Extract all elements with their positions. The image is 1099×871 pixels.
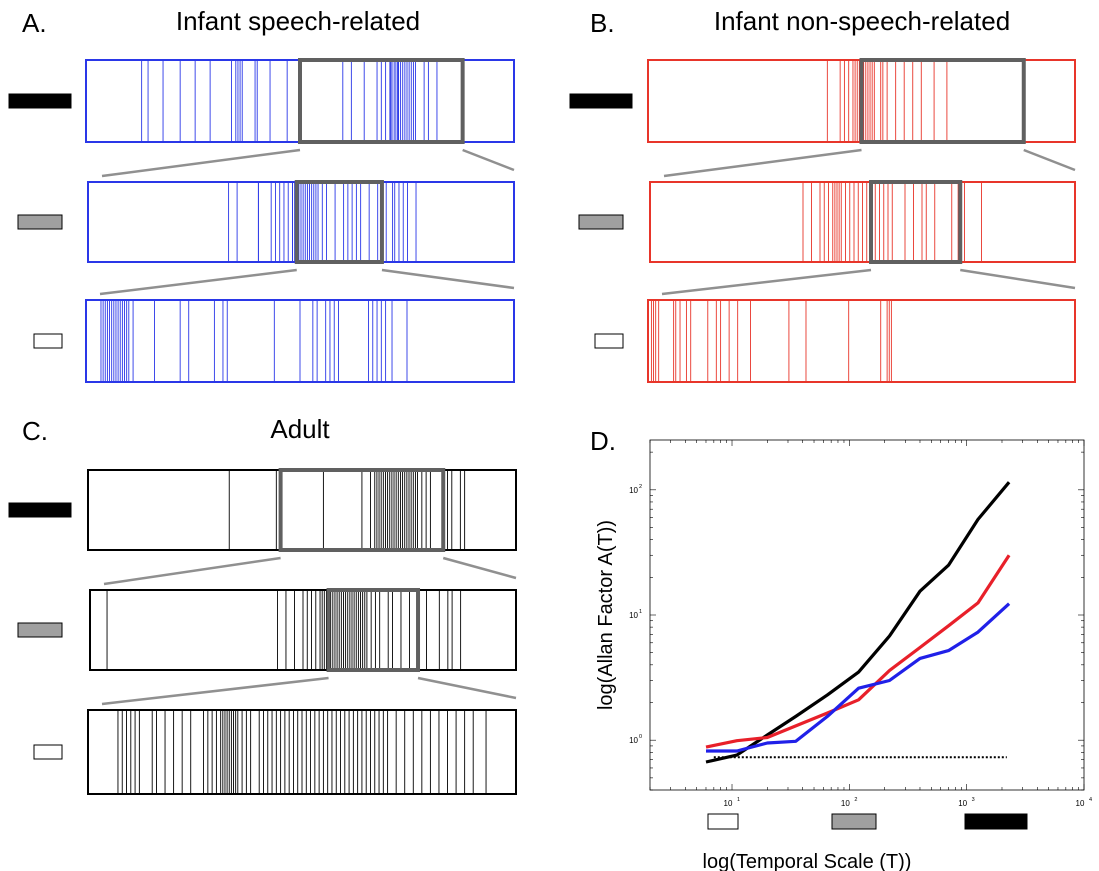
- raster-panels: [8, 58, 1076, 795]
- panel-c-letter: C.: [22, 416, 48, 446]
- series-line-2: [706, 602, 1011, 753]
- panel-c: [8, 468, 517, 795]
- zoom-connector: [442, 556, 517, 580]
- zoom-connector: [381, 268, 515, 290]
- y-tick-exponent: 1: [639, 609, 642, 615]
- y-axis-label: log(Allan Factor A(T)): [595, 520, 617, 710]
- scale-key-medium: [578, 214, 624, 230]
- raster-frame: [647, 299, 1076, 383]
- zoom-connector: [1023, 148, 1076, 172]
- zoom-connector: [99, 268, 297, 296]
- x-tick-exponent: 2: [854, 797, 857, 803]
- x-tick-label: 10: [841, 799, 850, 808]
- zoom-box: [326, 588, 421, 672]
- x-tick-exponent: 4: [1089, 797, 1092, 803]
- x-tick-exponent: 3: [972, 797, 975, 803]
- zoom-box: [294, 180, 384, 264]
- scale-marker-long: [964, 813, 1028, 830]
- panel-b-letter: B.: [590, 8, 615, 38]
- raster-frame: [649, 181, 1076, 263]
- y-tick-exponent: 2: [639, 484, 642, 490]
- x-tick-label: 10: [724, 799, 733, 808]
- y-tick-label: 10: [629, 486, 638, 495]
- panel-c-title: Adult: [270, 414, 330, 444]
- x-tick-label: 10: [1076, 799, 1085, 808]
- scale-key-short: [33, 744, 63, 760]
- panel-b-title: Infant non-speech-related: [714, 6, 1010, 36]
- x-tick-label: 10: [958, 799, 967, 808]
- zoom-box: [298, 58, 465, 144]
- y-tick-label: 10: [629, 736, 638, 745]
- zoom-box: [859, 58, 1026, 144]
- zoom-connector: [663, 148, 862, 178]
- x-axis-label: log(Temporal Scale (T)): [703, 851, 912, 871]
- zoom-connector: [661, 268, 872, 296]
- zoom-box: [278, 468, 446, 552]
- zoom-connector: [960, 268, 1076, 290]
- series-line-0: [705, 481, 1011, 764]
- plot-area: [649, 439, 1085, 791]
- scale-marker-short: [707, 813, 739, 830]
- y-tick-exponent: 0: [639, 734, 642, 740]
- scale-key-medium: [17, 214, 63, 230]
- scale-key-short: [33, 333, 63, 349]
- raster-frame: [89, 589, 517, 671]
- scale-key-long: [8, 93, 72, 109]
- raster-frame: [87, 709, 517, 795]
- panel-a-title: Infant speech-related: [176, 6, 420, 36]
- zoom-box: [869, 180, 963, 264]
- zoom-connector: [101, 148, 301, 178]
- y-tick-label: 10: [629, 611, 638, 620]
- panel-d-letter: D.: [590, 426, 616, 456]
- scale-key-short: [594, 333, 624, 349]
- zoom-connector: [103, 556, 281, 586]
- scale-key-medium: [17, 622, 63, 638]
- scale-key-long: [8, 502, 72, 518]
- panel-a-letter: A.: [22, 8, 47, 38]
- scale-marker-medium: [831, 813, 877, 830]
- x-tick-exponent: 1: [737, 797, 740, 803]
- series-line-1: [705, 554, 1011, 749]
- panel-a: [8, 58, 515, 383]
- zoom-connector: [101, 676, 329, 706]
- panel-b: [569, 58, 1076, 383]
- zoom-connector: [417, 676, 517, 700]
- raster-frame: [85, 299, 515, 383]
- zoom-connector: [462, 148, 515, 172]
- scale-key-long: [569, 93, 633, 109]
